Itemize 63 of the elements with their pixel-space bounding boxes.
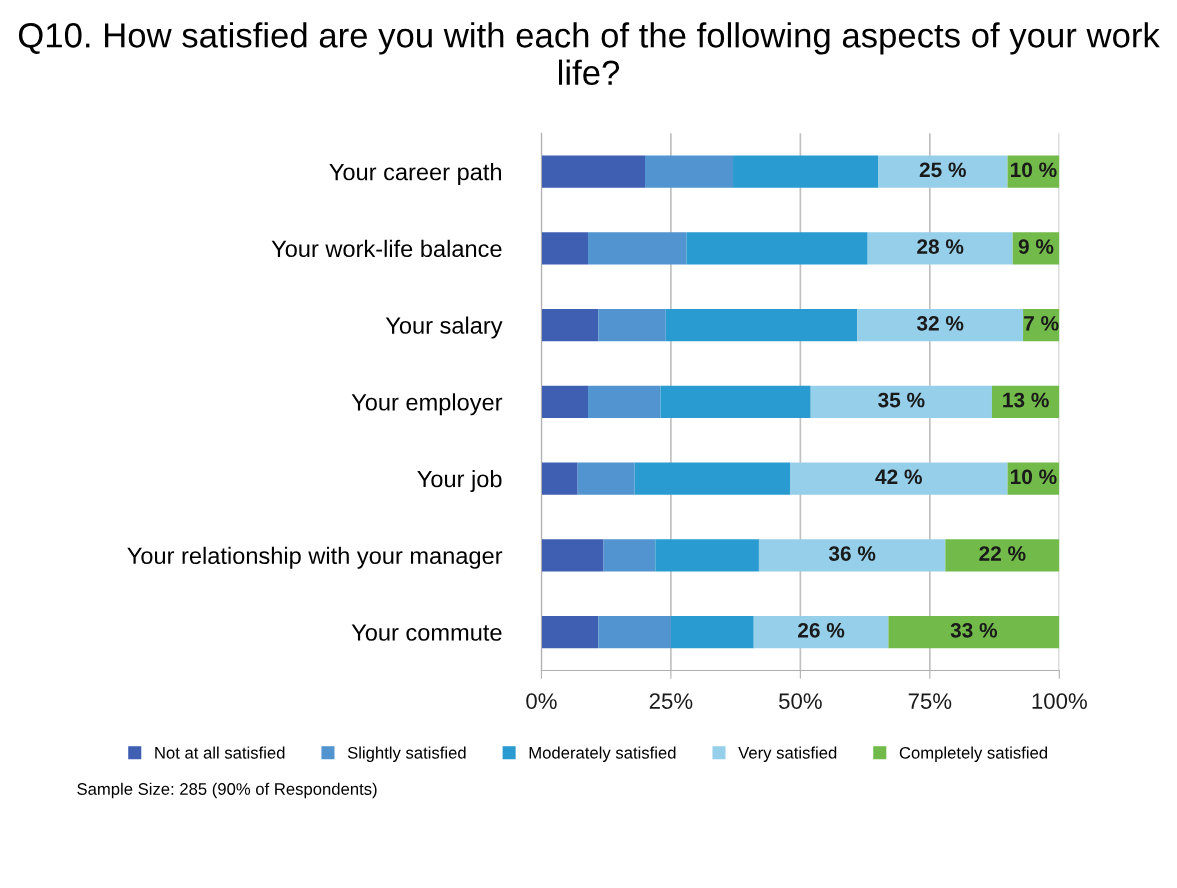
y-tick-label: Your salary — [385, 316, 503, 339]
legend-label: Completely satisfied — [899, 746, 1048, 762]
y-tick-label: Your career path — [329, 163, 502, 186]
legend-label: Not at all satisfied — [155, 746, 285, 759]
bar — [867, 232, 1013, 265]
bar — [790, 462, 1008, 495]
data-label: 42 % — [875, 469, 922, 485]
bar — [878, 155, 1008, 188]
x-tick-label: 25% — [649, 693, 693, 709]
bar — [541, 385, 589, 418]
bar — [598, 615, 671, 649]
data-label: 13 % — [1003, 392, 1049, 408]
bar — [810, 385, 992, 418]
bar — [577, 462, 635, 495]
bar — [888, 615, 1060, 649]
legend-label: Very satisfied — [738, 746, 837, 762]
bar — [686, 232, 868, 265]
data-label: 32 % — [916, 315, 964, 331]
bar — [541, 232, 589, 265]
bar — [598, 308, 666, 342]
text: Sample Size: 285 (90% of Respondents) — [77, 782, 377, 799]
data-label: 25 % — [919, 162, 966, 178]
data-label: 9 % — [1018, 239, 1054, 254]
data-label: 28 % — [917, 239, 964, 254]
data-label: 10 % — [1010, 162, 1057, 178]
y-tick-label: Your work-life balance — [271, 239, 502, 258]
data-label: 10 % — [1010, 469, 1057, 485]
data-label: 33 % — [950, 622, 998, 638]
bar — [541, 615, 599, 649]
chart-title: Q10. How satisfied are you with each of the following aspects of your work life? — [18, 22, 1160, 86]
bar — [758, 539, 946, 572]
bar — [753, 615, 889, 649]
bar — [660, 385, 811, 418]
bar — [857, 308, 1024, 342]
bar — [603, 539, 656, 572]
legend-label: Slightly satisfied — [347, 746, 466, 762]
data-label: 26 % — [798, 622, 845, 638]
y-tick-label: Your commute — [351, 624, 502, 641]
bar — [655, 539, 759, 572]
bar — [541, 155, 645, 188]
bar — [588, 385, 661, 418]
bar — [541, 539, 604, 572]
bar — [541, 308, 599, 342]
x-tick-label: 0% — [526, 693, 557, 709]
bar — [541, 462, 578, 495]
y-tick-label: Your job — [417, 470, 502, 493]
data-label: 22 % — [979, 546, 1026, 561]
data-label: 7 % — [1024, 315, 1059, 331]
bar — [665, 308, 858, 342]
bar — [733, 155, 879, 188]
data-label: 36 % — [828, 546, 876, 561]
bar — [634, 462, 790, 495]
y-tick-label: Your relationship with your manager — [127, 546, 503, 569]
bar — [588, 232, 687, 265]
y-tick-label: Your employer — [351, 393, 503, 416]
legend-label: Moderately satisfied — [529, 746, 676, 762]
x-tick-label: 75% — [908, 693, 952, 709]
data-label: 35 % — [878, 392, 925, 408]
x-tick-label: 50% — [779, 693, 822, 709]
bar — [670, 615, 754, 649]
bar — [945, 539, 1060, 572]
bar — [645, 155, 734, 188]
x-tick-label: 100% — [1032, 693, 1087, 709]
